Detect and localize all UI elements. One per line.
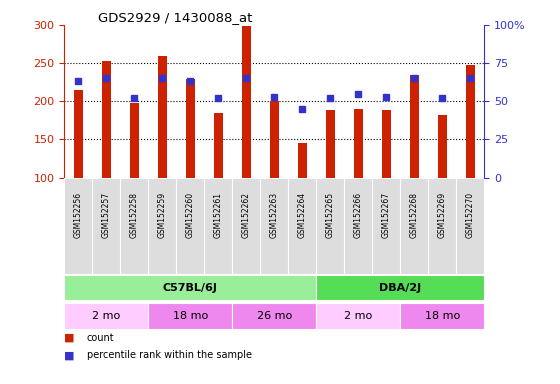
Bar [428,177,456,273]
Text: count: count [87,333,114,343]
Text: DBA/2J: DBA/2J [379,283,422,293]
Text: GSM152269: GSM152269 [438,192,447,238]
Text: GSM152266: GSM152266 [354,192,363,238]
Bar [185,79,195,177]
Bar [381,111,391,177]
Text: C57BL/6J: C57BL/6J [163,283,218,293]
Text: GSM152257: GSM152257 [102,192,111,238]
Text: GSM152256: GSM152256 [74,192,83,238]
Text: ■: ■ [64,350,75,360]
Text: 18 mo: 18 mo [425,311,460,321]
Bar [64,177,92,273]
Text: GSM152270: GSM152270 [466,192,475,238]
Bar [232,177,260,273]
Bar [64,303,148,329]
Text: GSM152261: GSM152261 [214,192,223,238]
Bar [353,109,363,177]
Bar [176,177,204,273]
Bar [325,111,335,177]
Text: GSM152258: GSM152258 [130,192,139,238]
Bar [456,177,484,273]
Text: GSM152263: GSM152263 [270,192,279,238]
Bar [241,26,251,177]
Bar [260,177,288,273]
Text: GSM152262: GSM152262 [242,192,251,238]
Bar [204,177,232,273]
Bar [120,177,148,273]
Bar [288,177,316,273]
Bar [232,303,316,329]
Bar [64,275,316,300]
Bar [465,65,475,177]
Bar [157,56,167,177]
Text: 2 mo: 2 mo [344,311,372,321]
Bar [316,177,344,273]
Text: GSM152259: GSM152259 [158,192,167,238]
Bar [92,177,120,273]
Bar [129,103,139,177]
Bar [269,101,279,177]
Text: percentile rank within the sample: percentile rank within the sample [87,350,252,360]
Text: GSM152264: GSM152264 [298,192,307,238]
Bar [409,74,419,177]
Text: 26 mo: 26 mo [257,311,292,321]
Text: GSM152265: GSM152265 [326,192,335,238]
Bar [316,303,400,329]
Text: GSM152267: GSM152267 [382,192,391,238]
Bar [148,303,232,329]
Bar [73,90,83,177]
Text: 2 mo: 2 mo [92,311,120,321]
Bar [148,177,176,273]
Bar [344,177,372,273]
Bar [437,115,447,177]
Bar [400,303,484,329]
Bar [316,275,484,300]
Text: GDS2929 / 1430088_at: GDS2929 / 1430088_at [98,11,253,24]
Text: ■: ■ [64,333,75,343]
Text: GSM152268: GSM152268 [410,192,419,238]
Bar [372,177,400,273]
Bar [297,143,307,177]
Bar [213,113,223,177]
Text: GSM152260: GSM152260 [186,192,195,238]
Text: 18 mo: 18 mo [173,311,208,321]
Bar [101,61,111,177]
Bar [400,177,428,273]
